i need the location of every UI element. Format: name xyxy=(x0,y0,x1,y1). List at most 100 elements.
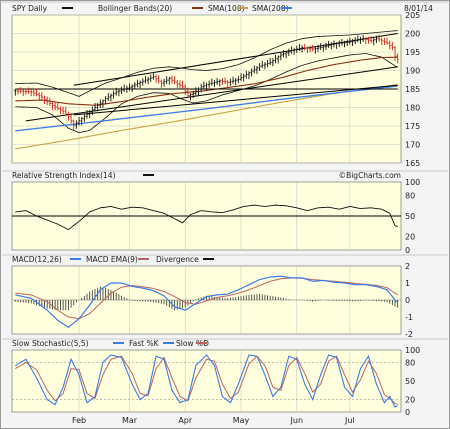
macd-ytick-4: 2 xyxy=(405,262,410,271)
divergence-legend-label: Divergence xyxy=(156,255,199,264)
price-bar xyxy=(255,65,259,74)
price-bar xyxy=(393,46,397,61)
price-bar xyxy=(261,60,264,69)
price-bar xyxy=(221,78,224,85)
slow-d-legend-label: Slow %D xyxy=(176,339,209,348)
price-bar xyxy=(38,92,41,100)
price-bar xyxy=(107,93,110,102)
stochastic-ytick-0: 0 xyxy=(405,408,410,417)
slow-d-line xyxy=(15,355,398,406)
rsi-ytick-1: 20 xyxy=(405,232,415,241)
price-bar xyxy=(75,120,78,129)
price-bar xyxy=(56,102,59,111)
stochastic-title: Slow Stochastic(5,5) xyxy=(12,339,89,348)
rsi-ytick-4: 100 xyxy=(405,178,420,187)
price-bar xyxy=(263,62,267,70)
price-ytick-4: 185 xyxy=(405,85,420,94)
price-bar xyxy=(93,102,97,112)
price-bar xyxy=(139,80,142,89)
price-bar xyxy=(229,78,232,86)
price-ytick-3: 180 xyxy=(405,104,420,113)
price-bar xyxy=(396,53,399,63)
price-bar xyxy=(189,93,192,101)
price-bar xyxy=(242,73,245,82)
rsi-line xyxy=(15,204,398,231)
price-bar xyxy=(99,99,102,108)
price-bar xyxy=(239,73,243,82)
price-bar xyxy=(279,52,282,61)
price-bar xyxy=(96,102,99,112)
bollinger-upper-line xyxy=(15,30,398,97)
price-bar xyxy=(123,84,126,92)
price-bar xyxy=(109,93,113,102)
price-bar xyxy=(125,85,128,93)
price-bar xyxy=(290,46,293,54)
price-bar xyxy=(157,75,160,84)
macd-ytick-3: 1 xyxy=(405,279,410,288)
stochastic-ytick-2: 50 xyxy=(405,377,415,386)
price-ytick-6: 195 xyxy=(405,48,420,57)
price-bar xyxy=(247,71,251,80)
price-bar xyxy=(231,76,235,84)
price-bar xyxy=(271,58,274,67)
price-bar xyxy=(285,50,288,59)
price-bar xyxy=(24,88,28,95)
trendline-0 xyxy=(25,66,398,122)
price-bar xyxy=(184,84,187,96)
price-bar xyxy=(131,84,134,92)
price-bar xyxy=(14,89,17,96)
bigcharts-watermark: ©BigCharts.com xyxy=(339,171,401,180)
price-bar xyxy=(234,78,237,86)
price-bar xyxy=(46,96,49,105)
price-bar xyxy=(19,87,22,94)
price-bar xyxy=(176,80,179,89)
price-bar xyxy=(226,80,229,87)
price-bar xyxy=(77,116,81,126)
price-bar xyxy=(223,77,227,85)
price-bar xyxy=(178,80,182,89)
rsi-title: Relative Strength Index(14) xyxy=(12,171,116,180)
price-bar xyxy=(83,113,86,122)
price-date: 8/01/14 xyxy=(404,4,433,13)
price-bar xyxy=(282,49,285,58)
price-bar xyxy=(327,40,330,48)
price-ytick-2: 175 xyxy=(405,122,420,131)
price-bar xyxy=(383,37,386,46)
price-ytick-5: 190 xyxy=(405,67,420,76)
price-bar xyxy=(72,119,75,131)
price-ytick-1: 170 xyxy=(405,141,420,150)
price-bar xyxy=(375,35,378,44)
price-bar xyxy=(351,39,354,46)
price-bar xyxy=(253,65,256,74)
price-bar xyxy=(64,106,67,116)
price-bar xyxy=(269,57,272,66)
price-bar xyxy=(218,79,221,87)
macd-ytick-0: -2 xyxy=(405,330,413,339)
month-label-jul: Jul xyxy=(344,416,355,425)
price-bar xyxy=(385,37,389,45)
price-bar xyxy=(91,106,94,115)
price-bar xyxy=(293,47,296,55)
price-bar xyxy=(295,45,298,53)
price-bar xyxy=(88,109,91,119)
price-bar xyxy=(200,83,203,93)
price-bar xyxy=(54,102,57,111)
sma200-legend-label: SMA(200) xyxy=(252,4,289,13)
price-bar xyxy=(144,75,147,84)
price-bar xyxy=(380,37,383,46)
price-bar xyxy=(367,36,370,44)
price-bar xyxy=(181,80,184,89)
price-bar xyxy=(340,38,344,46)
price-bar xyxy=(377,34,381,42)
price-bar xyxy=(62,106,65,115)
price-bar xyxy=(237,76,240,84)
price-bar xyxy=(306,46,309,54)
price-bar xyxy=(330,42,333,50)
month-label-jun: Jun xyxy=(290,416,304,425)
price-bar xyxy=(165,76,168,84)
price-bar xyxy=(356,35,359,43)
macd-ytick-1: -1 xyxy=(405,313,413,322)
price-bar xyxy=(141,78,144,86)
price-bar xyxy=(101,99,105,108)
